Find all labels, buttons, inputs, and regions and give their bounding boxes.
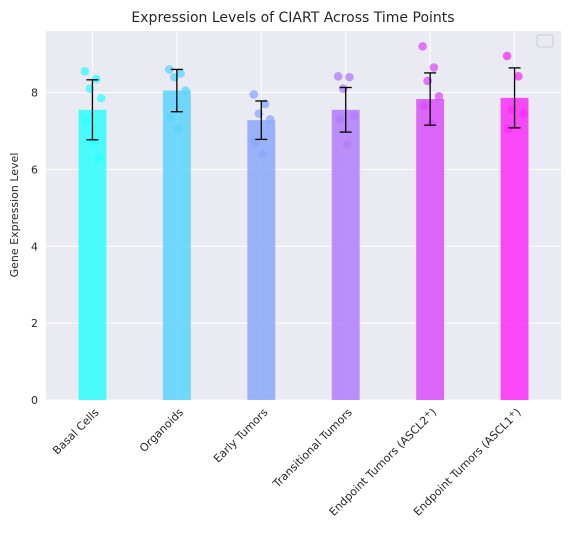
x-tick-label: Transitional Tumors: [270, 406, 355, 491]
data-point: [250, 138, 260, 147]
y-axis-label: Gene Expression Level: [8, 153, 21, 278]
data-point: [165, 65, 174, 74]
data-point: [80, 67, 90, 76]
x-axis-ticks: Basal Cells Organoids Early Tumors Transiti…: [50, 405, 523, 519]
data-point: [166, 113, 175, 122]
x-tick-label: Basal Cells: [50, 406, 102, 458]
data-point: [345, 72, 354, 82]
x-tick-label: Early Tumors: [211, 406, 271, 466]
data-point: [503, 124, 513, 134]
data-point: [249, 90, 259, 99]
bar: [500, 97, 529, 400]
data-point: [429, 63, 439, 72]
data-point: [91, 74, 101, 84]
data-point: [176, 68, 185, 78]
data-point: [418, 42, 427, 51]
data-point: [514, 72, 523, 81]
y-tick-label: 0: [31, 394, 38, 407]
data-point: [260, 99, 270, 109]
plot-background: [46, 31, 561, 400]
y-tick-label: 6: [31, 163, 38, 176]
error-bars: [86, 67, 521, 141]
data-point: [502, 51, 512, 61]
bars: [78, 90, 529, 401]
data-point: [519, 109, 528, 118]
legend-box: [536, 34, 554, 48]
data-point: [419, 101, 429, 111]
data-point: [342, 140, 352, 149]
data-point: [335, 115, 344, 124]
data-point: [94, 153, 104, 163]
bar: [162, 90, 191, 400]
y-axis-ticks: 0 2 4 6 8: [31, 87, 38, 408]
bar: [247, 120, 276, 401]
data-point: [173, 124, 183, 134]
data-point: [81, 117, 91, 126]
data-point: [434, 92, 444, 101]
data-point: [265, 115, 275, 124]
data-point: [181, 86, 190, 95]
data-point: [350, 111, 359, 120]
bar: [78, 109, 107, 400]
data-point: [96, 93, 106, 103]
bar: [416, 99, 445, 401]
bar: [331, 109, 360, 400]
data-point: [258, 149, 267, 159]
y-tick-label: 2: [31, 317, 38, 330]
y-tick-label: 4: [31, 240, 38, 253]
data-point: [333, 72, 343, 81]
data-point: [427, 118, 436, 128]
y-tick-label: 8: [31, 87, 38, 100]
chart-title: Expression Levels of CIART Across Time P…: [131, 10, 454, 26]
x-tick-label: Organoids: [137, 406, 186, 455]
